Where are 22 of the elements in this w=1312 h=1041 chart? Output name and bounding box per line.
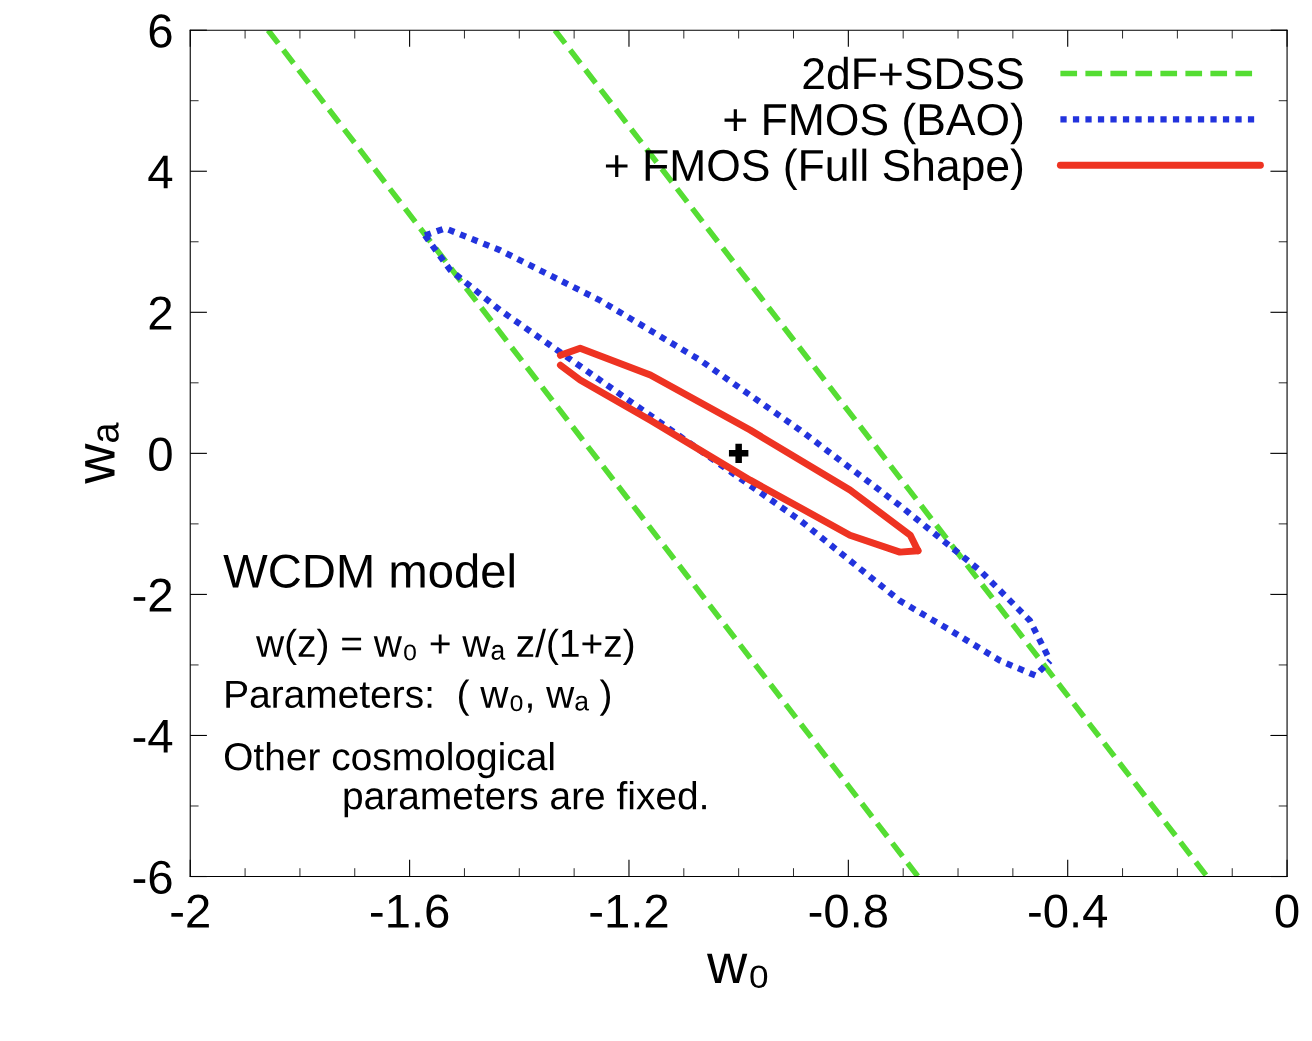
y-tick-label: 2	[149, 296, 172, 330]
legend-label: + FMOS (BAO)	[724, 102, 1023, 145]
x-tick-label: -0.8	[809, 894, 887, 928]
y-tick-label: 4	[148, 155, 173, 189]
y-tick-label: 6	[149, 14, 172, 48]
y-tick-label: -2	[133, 578, 172, 612]
x-tick-label: -1.6	[371, 894, 449, 928]
y-tick-label: 0	[149, 437, 172, 471]
annotation: WCDM model	[223, 553, 514, 588]
legend-label: + FMOS (Full Shape)	[605, 148, 1023, 191]
annotation: w(z) = w₀ + wₐ z/(1+z)	[256, 628, 634, 665]
annotation: Other cosmological parameters are fixed.	[224, 741, 706, 818]
y-axis-title: wₐ	[85, 422, 119, 484]
x-tick-label: -2	[171, 894, 209, 928]
x-tick-label: 0	[1275, 894, 1299, 928]
annotation: Parameters: ( w₀, wₐ )	[226, 679, 611, 716]
legend-label: 2dF+SDSS	[803, 56, 1023, 90]
y-tick-label: -4	[133, 720, 173, 753]
y-tick-label: -6	[133, 860, 172, 895]
x-tick-label: -1.2	[590, 894, 668, 928]
x-tick-label: -0.4	[1029, 894, 1108, 928]
x-axis-title: w₀	[706, 953, 768, 989]
